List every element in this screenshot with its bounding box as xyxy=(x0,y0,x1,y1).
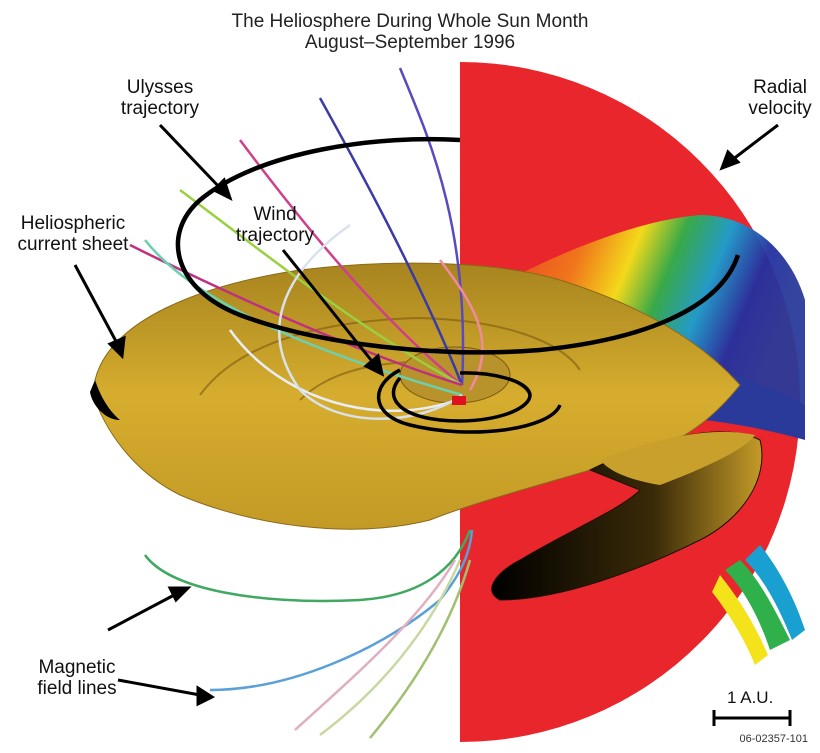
scale-bar-label: 1 A.U. xyxy=(727,688,774,707)
title-line-2: August–September 1996 xyxy=(304,32,516,53)
arrow-head xyxy=(363,353,385,377)
field-line xyxy=(369,559,472,739)
label-line: trajectory xyxy=(235,225,315,246)
label-line: Heliospheric xyxy=(20,213,126,234)
arrow-field-lines-1 xyxy=(107,591,179,632)
sun-marker xyxy=(452,396,466,405)
label-line: current sheet xyxy=(17,234,129,255)
arrow-current-sheet xyxy=(73,264,120,346)
ulysses-trajectory xyxy=(175,136,741,355)
arrow-head xyxy=(107,335,126,360)
callout-arrows xyxy=(73,123,779,707)
heliospheric-current-sheet xyxy=(90,262,763,601)
arrow-wind xyxy=(281,249,377,366)
figure-id: 06-02357-101 xyxy=(739,733,808,745)
field-line xyxy=(398,67,465,386)
label-line: Magnetic xyxy=(38,657,116,678)
label-line: velocity xyxy=(748,98,812,119)
wind-trajectory xyxy=(376,368,562,434)
label-line: trajectory xyxy=(120,98,200,119)
label-radial-velocity: Radial velocity xyxy=(740,77,820,119)
scale-bar xyxy=(712,710,792,726)
arrow-head xyxy=(719,149,741,171)
arrow-field-lines-2 xyxy=(117,678,201,697)
field-line xyxy=(278,223,463,420)
field-line xyxy=(319,559,462,736)
field-line xyxy=(209,529,474,692)
title-line-1: The Heliosphere During Whole Sun Month xyxy=(231,11,589,32)
arrow-radial xyxy=(731,123,779,162)
field-line xyxy=(143,529,472,603)
field-line xyxy=(239,139,463,386)
label-ulysses-trajectory: Ulysses trajectory xyxy=(105,77,215,119)
label-line: field lines xyxy=(37,678,117,699)
arrow-head xyxy=(211,177,233,201)
arrow-head xyxy=(167,586,192,603)
label-current-sheet: Heliospheric current sheet xyxy=(8,213,138,255)
label-line: Ulysses xyxy=(126,77,194,98)
field-line xyxy=(228,329,463,412)
field-line xyxy=(318,97,464,386)
label-wind-trajectory: Wind trajectory xyxy=(220,204,330,246)
label-line: Radial xyxy=(753,77,807,98)
label-line: Wind xyxy=(253,204,297,225)
arrow-ulysses xyxy=(158,123,224,192)
label-magnetic-field-lines: Magnetic field lines xyxy=(22,657,132,699)
arrow-head xyxy=(196,685,216,707)
field-line xyxy=(294,559,457,731)
